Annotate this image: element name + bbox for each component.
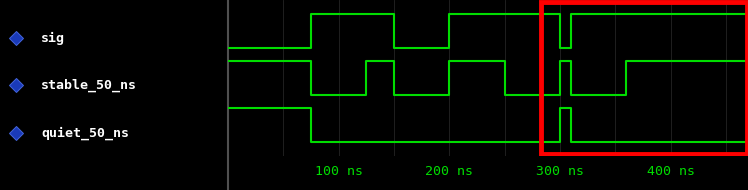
Bar <box>541 2 747 154</box>
Text: 300 ns: 300 ns <box>536 165 584 178</box>
Text: 100 ns: 100 ns <box>315 165 363 178</box>
Text: 200 ns: 200 ns <box>426 165 473 178</box>
Text: sig: sig <box>41 32 65 44</box>
Text: quiet_50_ns: quiet_50_ns <box>41 126 129 140</box>
Text: 400 ns: 400 ns <box>646 165 695 178</box>
Text: stable_50_ns: stable_50_ns <box>41 79 137 92</box>
